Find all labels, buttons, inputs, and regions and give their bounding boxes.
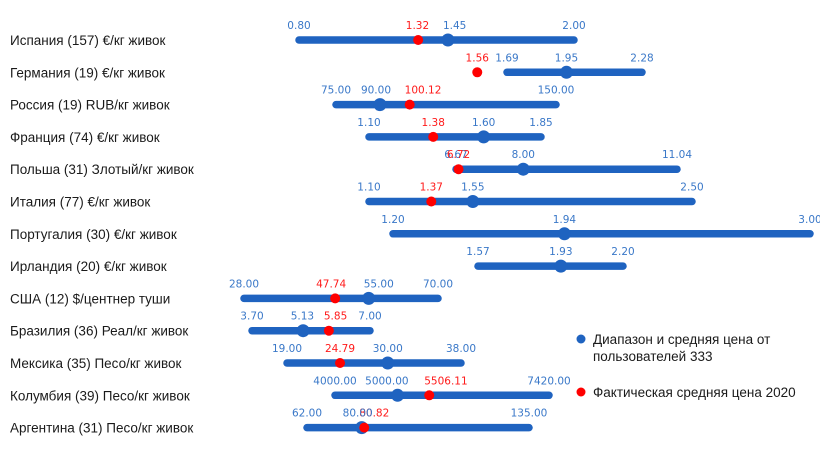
average-point: [391, 388, 405, 402]
actual-point: [330, 293, 341, 304]
avg-label: 80.00: [343, 408, 373, 420]
row-label: Ирландия (20) €/кг живок: [10, 259, 167, 274]
min-label: 6.67: [444, 149, 467, 161]
row-label: Мексика (35) Песо/кг живок: [10, 356, 182, 371]
row-label: Россия (19) RUB/кг живок: [10, 98, 170, 113]
min-label: 75.00: [321, 85, 351, 97]
actual-label: 6.72: [447, 149, 470, 161]
max-label: 2.00: [562, 20, 585, 32]
average-point: [554, 259, 568, 273]
legend-range-label-line1: Диапазон и средняя цена от: [593, 332, 770, 347]
avg-label: 1.55: [461, 182, 484, 194]
row-label: Испания (157) €/кг живок: [10, 33, 166, 48]
min-label: 19.00: [272, 343, 302, 355]
actual-point: [428, 131, 439, 142]
legend-range-label-line2: пользователей 333: [593, 349, 713, 364]
legend-range-marker: [576, 334, 586, 344]
row-label: Польша (31) Злотый/кг живок: [10, 162, 194, 177]
row-label: Бразилия (36) Реал/кг живок: [10, 324, 188, 339]
max-label: 135.00: [511, 408, 548, 420]
max-label: 2.50: [680, 182, 703, 194]
actual-label: 1.37: [420, 182, 443, 194]
legend-actual-marker: [576, 387, 586, 397]
min-label: 1.10: [357, 117, 380, 129]
actual-label: 100.12: [405, 85, 442, 97]
avg-label: 1.95: [555, 52, 578, 64]
average-point: [557, 227, 571, 241]
legend-actual-label: Фактическая средняя цена 2020: [593, 385, 796, 400]
actual-point: [472, 67, 483, 78]
chart-rows: Испания (157) €/кг живок 0.80 2.00 1.32 1.45…: [10, 20, 820, 436]
min-label: 62.00: [292, 408, 322, 420]
average-point: [373, 98, 387, 112]
average-point: [441, 33, 455, 47]
actual-point: [359, 422, 370, 433]
average-point: [559, 65, 573, 79]
actual-point: [453, 164, 464, 175]
row-label: США (12) $/центнер туши: [10, 291, 170, 306]
actual-label: 1.38: [422, 117, 445, 129]
average-point: [477, 130, 491, 144]
actual-label: 5.85: [324, 311, 347, 323]
avg-label: 55.00: [364, 278, 394, 290]
min-label: 4000.00: [313, 375, 356, 387]
row-label: Португалия (30) €/кг живок: [10, 227, 177, 242]
max-label: 150.00: [538, 85, 575, 97]
row-label: Германия (19) €/кг живок: [10, 65, 165, 80]
actual-point: [413, 35, 424, 45]
average-point: [362, 291, 376, 305]
max-label: 38.00: [446, 343, 476, 355]
actual-label: 1.56: [466, 52, 490, 64]
min-label: 28.00: [229, 278, 259, 290]
row-label: Колумбия (39) Песо/кг живок: [10, 388, 190, 403]
avg-label: 5000.00: [365, 375, 408, 387]
avg-label: 30.00: [373, 343, 403, 355]
max-label: 7420.00: [527, 375, 570, 387]
min-label: 1.20: [381, 214, 404, 226]
max-label: 3.00: [798, 214, 820, 226]
min-label: 1.69: [495, 52, 518, 64]
max-label: 1.85: [529, 117, 552, 129]
min-label: 0.80: [287, 20, 310, 32]
actual-label: 5506.11: [424, 375, 467, 387]
avg-label: 1.45: [443, 20, 466, 32]
actual-point: [424, 390, 435, 401]
row-label: Франция (74) €/кг живок: [10, 130, 160, 145]
max-label: 2.20: [611, 246, 634, 258]
row-label: Италия (77) €/кг живок: [10, 195, 150, 210]
average-point: [381, 356, 395, 370]
avg-label: 90.00: [361, 85, 391, 97]
min-label: 1.10: [357, 182, 380, 194]
actual-label: 80.82: [359, 408, 389, 420]
actual-point: [335, 358, 346, 368]
avg-label: 8.00: [512, 149, 535, 161]
max-label: 2.28: [630, 52, 653, 64]
actual-point: [404, 99, 415, 110]
actual-label: 1.32: [406, 20, 429, 32]
max-label: 70.00: [423, 278, 453, 290]
row-label: Аргентина (31) Песо/кг живок: [10, 421, 193, 436]
actual-point: [323, 325, 334, 336]
average-point: [516, 162, 530, 176]
max-label: 11.04: [662, 149, 692, 161]
actual-point: [426, 196, 437, 207]
legend: Диапазон и средняя цена от пользователей…: [576, 332, 796, 400]
average-point: [466, 195, 480, 208]
average-point: [296, 324, 310, 338]
max-label: 7.00: [358, 311, 381, 323]
avg-label: 1.93: [549, 246, 572, 258]
min-label: 1.57: [466, 246, 489, 258]
actual-label: 24.79: [325, 343, 355, 355]
min-label: 3.70: [240, 311, 263, 323]
avg-label: 1.94: [553, 214, 577, 226]
avg-label: 5.13: [291, 311, 314, 323]
actual-label: 47.74: [316, 278, 346, 290]
avg-label: 1.60: [472, 117, 495, 129]
